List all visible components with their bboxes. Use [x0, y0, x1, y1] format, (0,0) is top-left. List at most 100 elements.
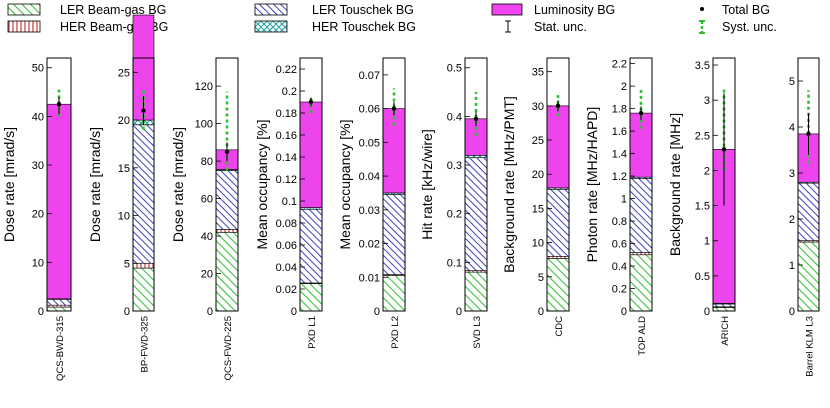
- total-marker: [225, 150, 229, 154]
- y-tick-label: 1.5: [695, 201, 710, 213]
- y-tick-label: 0.8: [612, 216, 627, 228]
- y-tick-label: 0.02: [359, 239, 380, 251]
- y-tick-label: 2: [789, 214, 795, 226]
- y-tick-label: 25: [118, 67, 130, 79]
- y-tick-label: 100: [195, 119, 213, 131]
- category-label: QCS-FWD-225: [223, 316, 234, 380]
- bar-segment-her-bg: [133, 263, 154, 268]
- y-tick-label: 2.2: [612, 59, 627, 71]
- y-tick-label: 0: [374, 306, 380, 318]
- y-tick-label: 0.2: [282, 86, 297, 98]
- legend-label-total: Total BG: [722, 3, 770, 17]
- bar-segment-ler-tou: [300, 209, 322, 283]
- y-tick-label: 0.16: [276, 130, 297, 142]
- legend-swatch-ler-beam-gas: [8, 4, 40, 15]
- y-tick-label: 5: [124, 258, 130, 270]
- y-tick-label: 2: [704, 165, 710, 177]
- y-tick-label: 1.2: [612, 171, 627, 183]
- category-label: TOP ALD: [637, 316, 648, 356]
- bar-segment-ler-bg: [798, 242, 819, 311]
- category-label: PXD L1: [307, 316, 318, 349]
- y-tick-label: 5: [538, 272, 544, 284]
- total-marker: [309, 100, 313, 104]
- y-tick-label: 80: [201, 156, 213, 168]
- bar-segment-ler-tou: [630, 178, 652, 252]
- y-tick-label: 0.5: [447, 63, 462, 75]
- y-tick-label: 0.4: [612, 261, 627, 273]
- category-label: BP-FWD-325: [140, 316, 151, 372]
- y-tick-label: 35: [532, 67, 544, 79]
- y-tick-label: 0.07: [359, 70, 380, 82]
- y-tick-label: 0.5: [695, 271, 710, 283]
- y-tick-label: 0: [124, 306, 130, 318]
- y-tick-label: 30: [32, 160, 44, 172]
- y-tick-label: 3: [704, 95, 710, 107]
- y-tick-label: 0.14: [276, 152, 297, 164]
- bar-segment-lumi: [547, 106, 569, 188]
- category-label: Barrel KLM L3: [805, 316, 816, 377]
- bar-segment-ler-bg: [47, 307, 71, 311]
- legend-swatch-ler-touschek: [255, 4, 287, 15]
- y-tick-label: 15: [118, 163, 130, 175]
- y-tick-label: 2.5: [695, 130, 710, 142]
- y-tick-label: 0.4: [447, 111, 462, 123]
- legend-marker-syst: [699, 21, 705, 33]
- bar-segment-ler-bg: [630, 255, 652, 311]
- y-tick-label: 0: [538, 306, 544, 318]
- total-marker: [57, 102, 61, 106]
- legend: LER Beam-gas BG LER Touschek BG Luminosi…: [8, 3, 777, 34]
- y-tick-label: 40: [32, 111, 44, 123]
- y-tick-label: 3: [789, 168, 795, 180]
- bar-segment-ler-tou: [216, 170, 238, 229]
- legend-label-luminosity: Luminosity BG: [534, 3, 615, 17]
- y-tick-label: 0.03: [359, 205, 380, 217]
- y-axis-label: Background rate [MHz/PMT]: [501, 96, 517, 273]
- y-axis-label: Dose rate [mrad/s]: [1, 127, 17, 242]
- bar-segment-lumi: [47, 104, 71, 299]
- y-tick-label: 0.08: [276, 218, 297, 230]
- total-marker: [722, 147, 726, 151]
- y-tick-label: 3.5: [695, 60, 710, 72]
- y-tick-label: 4: [789, 122, 795, 134]
- y-tick-label: 30: [532, 101, 544, 113]
- category-label: CDC: [554, 316, 565, 337]
- bar-segment-ler-bg: [133, 268, 154, 311]
- y-tick-label: 60: [201, 194, 213, 206]
- y-tick-label: 0.01: [359, 272, 380, 284]
- panel-pxd-l1: 00.020.040.060.080.10.120.140.160.180.20…: [254, 58, 322, 349]
- y-tick-label: 0: [704, 306, 710, 318]
- bar-segment-ler-tou: [713, 304, 735, 307]
- y-tick-label: 0.02: [276, 284, 297, 296]
- bar-segment-ler-tou: [133, 125, 154, 263]
- y-tick-label: 50: [32, 63, 44, 75]
- category-label: SVD L3: [472, 316, 483, 349]
- y-tick-label: 10: [118, 211, 130, 223]
- y-tick-label: 0.3: [447, 160, 462, 172]
- y-tick-label: 0: [621, 306, 627, 318]
- y-tick-label: 0.04: [359, 171, 380, 183]
- y-tick-label: 10: [32, 257, 44, 269]
- y-tick-label: 1: [789, 260, 795, 272]
- category-label: PXD L2: [390, 316, 401, 349]
- y-tick-label: 20: [201, 269, 213, 281]
- legend-swatch-her-beam-gas: [8, 21, 40, 32]
- total-marker: [639, 111, 643, 115]
- y-tick-label: 0.12: [276, 174, 297, 186]
- bar-segment-ler-bg: [713, 307, 735, 311]
- y-tick-label: 0.04: [276, 262, 297, 274]
- legend-label-ler-touschek: LER Touschek BG: [312, 3, 414, 17]
- category-label: ARICH: [720, 316, 731, 346]
- bar-segment-her-bg: [547, 256, 569, 258]
- y-tick-label: 1: [621, 194, 627, 206]
- y-tick-label: 25: [532, 135, 544, 147]
- y-tick-label: 5: [789, 76, 795, 88]
- y-tick-label: 0.22: [276, 64, 297, 76]
- y-tick-label: 0.18: [276, 108, 297, 120]
